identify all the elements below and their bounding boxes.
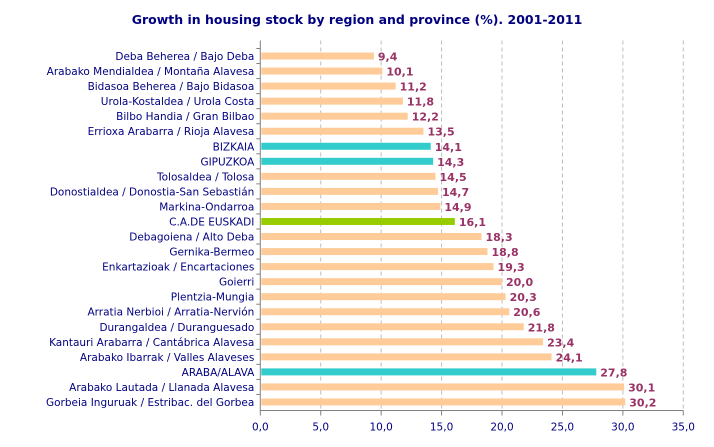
data-label: 20,6 [513,306,540,319]
category-label: Gernika-Bermeo [169,247,254,259]
category-label: Gorbeia Inguruak / Estribac. del Gorbea [46,397,254,409]
bar [261,263,494,271]
category-label: Errioxa Arabarra / Rioja Alavesa [88,126,255,138]
data-label: 18,8 [492,246,519,259]
category-label: ARABA/ALAVA [182,367,255,379]
bar [261,383,625,391]
data-label: 14,3 [437,156,464,169]
bar [261,127,424,135]
category-label: BIZKAIA [213,141,255,153]
bar [261,398,626,406]
bar [261,52,374,60]
category-label: Donostialdea / Donostia-San Sebastián [50,186,254,198]
bar [261,97,403,105]
bar [261,157,434,165]
data-label: 16,1 [459,216,486,229]
data-label: 19,3 [498,261,525,274]
x-tick-label: 5,0 [312,422,329,434]
bar [261,187,438,195]
data-label: 14,1 [435,141,462,154]
data-label: 27,8 [600,366,627,379]
bar [261,112,408,120]
bar [261,233,482,241]
category-label: Deba Beherea / Bajo Deba [115,51,254,63]
data-label: 24,1 [556,351,583,364]
bar [261,278,503,286]
bar [261,248,488,256]
x-tick-label: 30,0 [611,422,634,434]
category-label: Enkartazioak / Encartaciones [102,262,254,274]
bar [261,368,597,376]
bar [261,308,510,316]
chart-title: Growth in housing stock by region and pr… [132,12,583,27]
data-label: 10,1 [386,66,413,79]
data-label: 20,0 [506,276,533,289]
data-label: 9,4 [378,51,398,64]
data-label: 14,9 [444,201,471,214]
x-tick-label: 0,0 [252,422,269,434]
category-label: Arabako Ibarrak / Valles Alaveses [80,352,254,364]
data-label: 14,7 [442,186,469,199]
category-label: Arratia Nerbioi / Arratia-Nervión [87,307,254,319]
category-label: GIPUZKOA [200,156,255,168]
bar [261,142,431,150]
bar [261,353,552,361]
bar [261,202,441,210]
category-label: Bilbo Handia / Gran Bilbao [116,111,254,123]
data-label: 23,4 [547,336,574,349]
category-label: Tolosaldea / Tolosa [156,171,254,183]
category-label: Kantauri Arabarra / Cantábrica Alavesa [49,337,254,349]
bar [261,172,436,180]
x-tick-label: 10,0 [369,422,392,434]
data-label: 20,3 [510,291,537,304]
data-label: 12,2 [412,111,439,124]
x-tick-label: 25,0 [551,422,574,434]
bar [261,323,524,331]
data-label: 13,5 [427,126,454,139]
category-label: Plentzia-Mungia [171,292,255,304]
data-label: 21,8 [528,321,555,334]
data-label: 11,8 [407,96,434,109]
category-label: Arabako Mendialdea / Montaña Alavesa [47,66,255,78]
data-label: 14,5 [440,171,467,184]
bar [261,82,396,90]
data-label: 18,3 [485,231,512,244]
category-label: Markina-Ondarroa [159,201,254,213]
bar [261,293,506,301]
category-label: Goierri [219,277,254,289]
x-tick-label: 35,0 [672,422,695,434]
data-label: 30,2 [629,396,656,409]
category-label: Urola-Kostaldea / Urola Costa [101,96,255,108]
data-label: 11,2 [400,81,427,94]
category-label: Durangaldea / Duranguesado [99,322,254,334]
x-tick-label: 20,0 [490,422,513,434]
bar [261,217,455,225]
bar [261,338,544,346]
bar [261,67,383,75]
category-label: Arabako Lautada / Llanada Alavesa [69,382,254,394]
x-tick-label: 15,0 [430,422,453,434]
data-label: 30,1 [628,381,655,394]
category-label: C.A.DE EUSKADI [169,216,254,228]
category-label: Bidasoa Beherea / Bajo Bidasoa [88,81,255,93]
category-label: Debagoiena / Alto Deba [129,232,254,244]
